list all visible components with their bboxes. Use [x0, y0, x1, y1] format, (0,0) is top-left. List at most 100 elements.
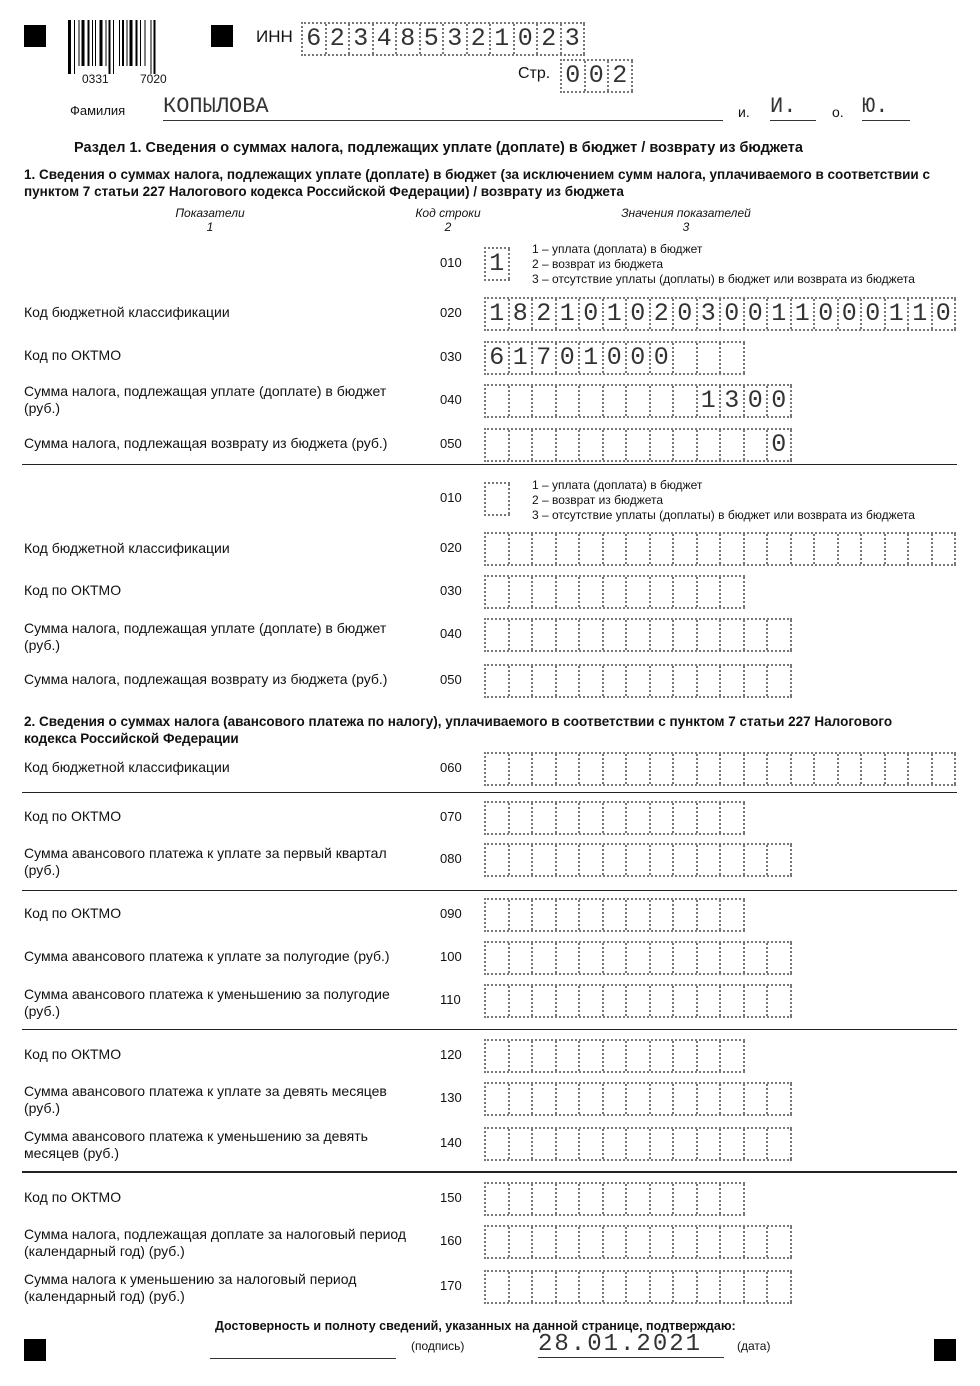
char-cell[interactable] [580, 386, 604, 416]
char-cell[interactable]: 0 [745, 299, 768, 329]
char-cell[interactable] [886, 534, 909, 564]
char-cell[interactable] [580, 845, 604, 875]
char-cell[interactable] [721, 803, 745, 833]
char-cell[interactable]: 0 [557, 343, 580, 373]
char-cell[interactable] [651, 1184, 674, 1214]
char-cell[interactable] [486, 900, 510, 930]
char-cell[interactable] [580, 666, 604, 696]
char-cell[interactable]: 2 [651, 299, 674, 329]
char-cell[interactable]: 2 [327, 24, 350, 54]
char-cell[interactable] [486, 1227, 510, 1257]
char-cell[interactable]: 1 [909, 299, 933, 329]
char-cell[interactable] [651, 986, 674, 1016]
char-cell[interactable] [557, 1184, 580, 1214]
char-cell[interactable] [627, 430, 651, 460]
char-cell[interactable] [533, 1129, 557, 1159]
char-cell[interactable] [721, 1041, 745, 1071]
char-cell[interactable] [698, 845, 721, 875]
char-cell[interactable] [510, 986, 533, 1016]
char-cell[interactable] [674, 534, 698, 564]
char-cell[interactable] [698, 1129, 721, 1159]
char-cell[interactable] [533, 1041, 557, 1071]
char-cell[interactable] [533, 1084, 557, 1114]
char-cell[interactable] [698, 1227, 721, 1257]
char-cell[interactable] [510, 900, 533, 930]
char-cell[interactable] [745, 845, 768, 875]
char-cell[interactable]: 0 [515, 24, 538, 54]
char-cell[interactable] [721, 900, 745, 930]
value-field-020[interactable] [484, 532, 956, 566]
char-cell[interactable] [674, 430, 698, 460]
char-cell[interactable] [604, 1041, 627, 1071]
char-cell[interactable] [768, 534, 792, 564]
char-cell[interactable]: 1 [491, 24, 515, 54]
char-cell[interactable]: 2 [609, 61, 633, 91]
char-cell[interactable]: 3 [350, 24, 374, 54]
initial-i-field[interactable]: И. [770, 94, 816, 121]
char-cell[interactable] [604, 1272, 627, 1302]
char-cell[interactable] [533, 943, 557, 973]
char-cell[interactable] [651, 900, 674, 930]
char-cell[interactable] [510, 666, 533, 696]
char-cell[interactable]: 0 [745, 386, 768, 416]
char-cell[interactable] [674, 577, 698, 607]
char-cell[interactable] [486, 666, 510, 696]
char-cell[interactable] [933, 754, 956, 784]
char-cell[interactable] [651, 1084, 674, 1114]
char-cell[interactable] [815, 754, 839, 784]
char-cell[interactable] [721, 534, 745, 564]
char-cell[interactable] [604, 943, 627, 973]
char-cell[interactable] [486, 803, 510, 833]
char-cell[interactable] [886, 754, 909, 784]
value-field-150[interactable] [484, 1182, 745, 1216]
char-cell[interactable] [674, 1084, 698, 1114]
char-cell[interactable] [510, 577, 533, 607]
char-cell[interactable] [533, 1227, 557, 1257]
char-cell[interactable] [486, 484, 510, 514]
char-cell[interactable] [698, 1272, 721, 1302]
char-cell[interactable] [909, 534, 933, 564]
char-cell[interactable]: 2 [533, 299, 557, 329]
char-cell[interactable] [768, 1227, 792, 1257]
char-cell[interactable] [627, 386, 651, 416]
char-cell[interactable] [486, 986, 510, 1016]
char-cell[interactable] [721, 620, 745, 650]
char-cell[interactable] [745, 1227, 768, 1257]
value-field-100[interactable] [484, 941, 792, 975]
value-field-030[interactable] [484, 575, 745, 609]
char-cell[interactable] [580, 1084, 604, 1114]
char-cell[interactable] [604, 803, 627, 833]
char-cell[interactable] [768, 1084, 792, 1114]
initial-o-field[interactable]: Ю. [862, 94, 910, 121]
char-cell[interactable]: 0 [651, 343, 674, 373]
char-cell[interactable] [721, 1084, 745, 1114]
char-cell[interactable] [510, 430, 533, 460]
char-cell[interactable]: 0 [562, 61, 586, 91]
char-cell[interactable] [745, 943, 768, 973]
char-cell[interactable] [674, 1227, 698, 1257]
char-cell[interactable] [510, 943, 533, 973]
value-field-130[interactable] [484, 1082, 792, 1116]
char-cell[interactable] [651, 1272, 674, 1302]
char-cell[interactable] [557, 803, 580, 833]
char-cell[interactable] [698, 430, 721, 460]
char-cell[interactable] [721, 430, 745, 460]
char-cell[interactable] [721, 1227, 745, 1257]
char-cell[interactable]: 1 [557, 299, 580, 329]
char-cell[interactable] [721, 666, 745, 696]
char-cell[interactable]: 5 [421, 24, 444, 54]
char-cell[interactable] [580, 943, 604, 973]
char-cell[interactable]: 0 [768, 386, 792, 416]
char-cell[interactable] [768, 986, 792, 1016]
char-cell[interactable] [580, 1272, 604, 1302]
char-cell[interactable]: 0 [586, 61, 609, 91]
char-cell[interactable] [627, 534, 651, 564]
char-cell[interactable] [580, 430, 604, 460]
char-cell[interactable] [674, 900, 698, 930]
char-cell[interactable] [651, 1041, 674, 1071]
char-cell[interactable] [510, 620, 533, 650]
char-cell[interactable] [651, 386, 674, 416]
char-cell[interactable] [486, 1272, 510, 1302]
char-cell[interactable] [674, 845, 698, 875]
